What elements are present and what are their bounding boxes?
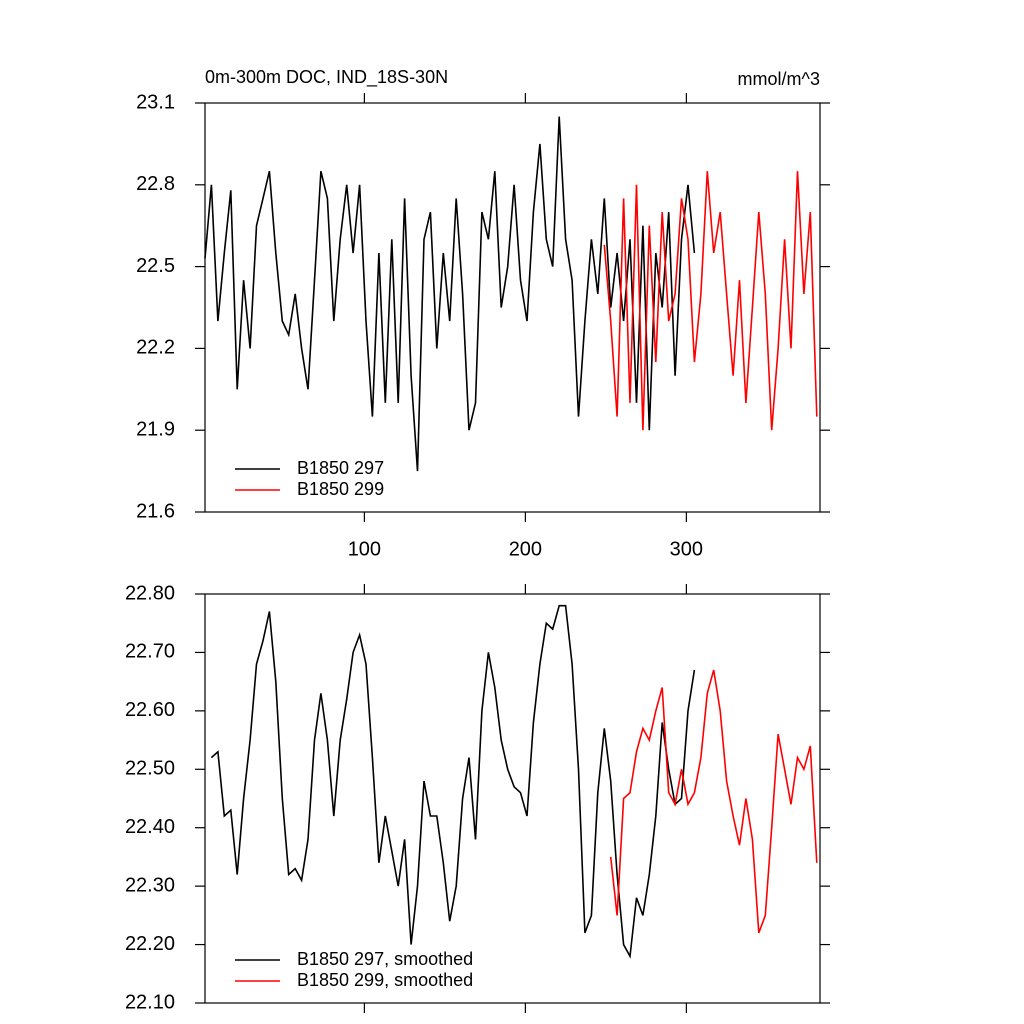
y-tick-label: 22.70 <box>125 641 175 663</box>
plot-frame <box>204 102 821 513</box>
legend-label: B1850 297 <box>297 458 384 478</box>
y-tick-label: 22.2 <box>136 337 175 359</box>
chart-title: 0m-300m DOC, IND_18S-30N <box>205 67 448 88</box>
y-tick-label: 21.6 <box>136 500 175 522</box>
x-tick-label: 100 <box>348 538 381 560</box>
plot-frame <box>204 593 821 1004</box>
y-tick-label: 22.30 <box>125 874 175 896</box>
series-line <box>603 171 818 431</box>
legend-label: B1850 297, smoothed <box>297 949 473 969</box>
y-tick-label: 22.40 <box>125 816 175 838</box>
y-tick-label: 22.10 <box>125 991 175 1013</box>
legend-label: B1850 299, smoothed <box>297 970 473 990</box>
series-line <box>609 669 818 934</box>
y-tick-label: 22.60 <box>125 699 175 721</box>
y-tick-label: 22.5 <box>136 255 175 277</box>
units-label: mmol/m^3 <box>738 69 820 89</box>
series-line <box>210 604 696 959</box>
legend-label: B1850 299 <box>297 479 384 499</box>
x-tick-label: 300 <box>670 538 703 560</box>
series-line <box>204 116 696 472</box>
y-tick-label: 23.1 <box>136 91 175 113</box>
x-tick-label: 200 <box>509 538 542 560</box>
y-tick-label: 22.8 <box>136 173 175 195</box>
y-tick-label: 22.20 <box>125 933 175 955</box>
y-tick-label: 22.80 <box>125 582 175 604</box>
y-tick-label: 21.9 <box>136 418 175 440</box>
y-tick-label: 22.50 <box>125 758 175 780</box>
